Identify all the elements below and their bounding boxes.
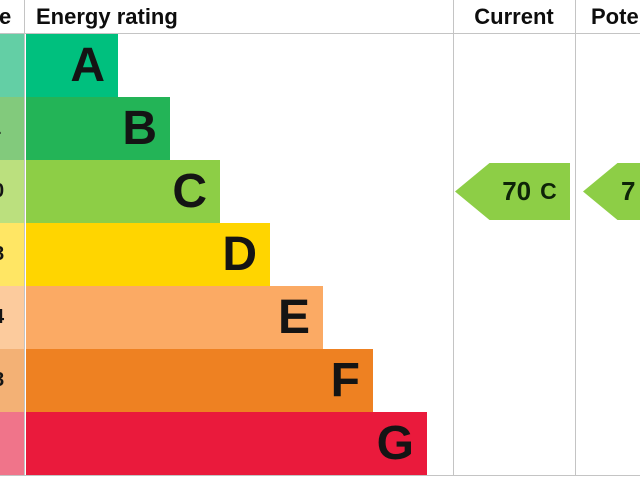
potential-header-fragment: Pote bbox=[591, 3, 639, 29]
band-b-score-fragment: 1 bbox=[0, 97, 1, 160]
band-b-score-cell: 1 bbox=[0, 97, 24, 160]
band-row-d: 8 D bbox=[0, 223, 640, 286]
band-b-letter: B bbox=[122, 102, 157, 155]
band-row-e: 4 E bbox=[0, 286, 640, 349]
current-rating-value: 70 bbox=[502, 176, 532, 206]
band-f-bar: F bbox=[26, 349, 373, 412]
band-c-score-cell: 0 bbox=[0, 160, 24, 223]
band-a-score-cell bbox=[0, 34, 24, 97]
band-row-c: 0 C bbox=[0, 160, 640, 223]
band-row-f: 8 F bbox=[0, 349, 640, 412]
band-row-g: G bbox=[0, 412, 640, 475]
header-underline bbox=[0, 33, 640, 34]
band-row-b: 1 B bbox=[0, 97, 640, 160]
band-f-score-cell: 8 bbox=[0, 349, 24, 412]
potential-rating-value-fragment: 7 bbox=[621, 176, 636, 206]
band-e-score-fragment: 4 bbox=[0, 286, 4, 349]
band-a-bar: A bbox=[26, 34, 118, 97]
score-column-divider bbox=[24, 0, 25, 475]
band-g-letter: G bbox=[376, 417, 414, 470]
band-c-score-fragment: 0 bbox=[0, 160, 4, 223]
band-c-letter: C bbox=[172, 165, 207, 218]
band-b-bar: B bbox=[26, 97, 170, 160]
band-d-bar: D bbox=[26, 223, 270, 286]
band-e-letter: E bbox=[277, 291, 310, 344]
band-row-a: A bbox=[0, 34, 640, 97]
band-e-bar: E bbox=[26, 286, 323, 349]
band-f-score-fragment: 8 bbox=[0, 349, 4, 412]
band-d-score-fragment: 8 bbox=[0, 223, 4, 286]
current-column-divider bbox=[453, 0, 454, 475]
band-g-bar: G bbox=[26, 412, 427, 475]
band-e-score-cell: 4 bbox=[0, 286, 24, 349]
band-c-bar: C bbox=[26, 160, 220, 223]
table-bottom-line bbox=[0, 475, 640, 476]
band-d-letter: D bbox=[222, 228, 257, 281]
band-f-letter: F bbox=[330, 354, 360, 407]
energy-rating-header: Energy rating bbox=[36, 3, 178, 29]
band-d-score-cell: 8 bbox=[0, 223, 24, 286]
current-rating-band-letter: C bbox=[540, 178, 557, 204]
band-g-score-cell bbox=[0, 412, 24, 475]
band-a-letter: A bbox=[70, 39, 105, 92]
score-header-fragment: e bbox=[0, 3, 12, 29]
current-header: Current bbox=[474, 3, 554, 29]
potential-column-divider bbox=[575, 0, 576, 475]
